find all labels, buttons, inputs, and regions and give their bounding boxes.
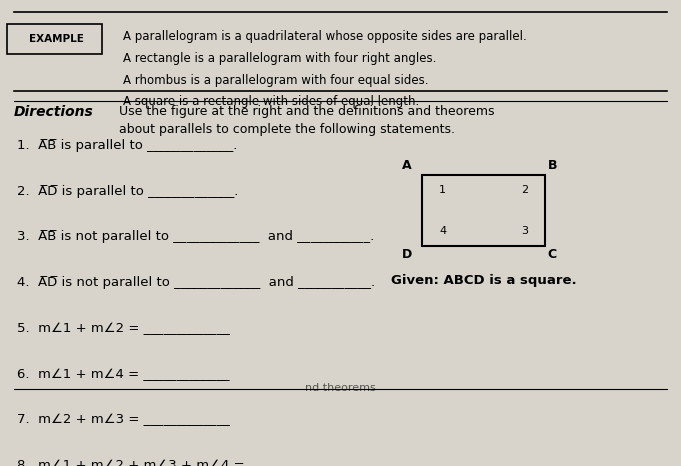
FancyBboxPatch shape bbox=[7, 24, 102, 54]
Text: A: A bbox=[402, 159, 412, 172]
Text: B: B bbox=[548, 159, 557, 172]
Text: 3.  A̅B̅ is not parallel to _____________  and ___________.: 3. A̅B̅ is not parallel to _____________… bbox=[17, 231, 375, 243]
Text: 4: 4 bbox=[439, 226, 446, 236]
Text: C: C bbox=[548, 248, 557, 261]
Text: D: D bbox=[402, 248, 412, 261]
Text: A rhombus is a parallelogram with four equal sides.: A rhombus is a parallelogram with four e… bbox=[123, 74, 428, 87]
Text: A parallelogram is a quadrilateral whose opposite sides are parallel.: A parallelogram is a quadrilateral whose… bbox=[123, 30, 526, 43]
Text: 5.  m∠1 + m∠2 = _____________: 5. m∠1 + m∠2 = _____________ bbox=[17, 322, 229, 335]
Text: 1: 1 bbox=[439, 185, 446, 195]
Text: 3: 3 bbox=[521, 226, 528, 236]
Text: 8.  m∠1 + m∠2 + m∠3 + m∠4 = _____________: 8. m∠1 + m∠2 + m∠3 + m∠4 = _____________ bbox=[17, 459, 335, 466]
Text: Use the figure at the right and the definitions and theorems
about parallels to : Use the figure at the right and the defi… bbox=[119, 105, 494, 137]
Text: 1.  A̅B̅ is parallel to _____________.: 1. A̅B̅ is parallel to _____________. bbox=[17, 139, 238, 152]
Text: 7.  m∠2 + m∠3 = _____________: 7. m∠2 + m∠3 = _____________ bbox=[17, 413, 229, 426]
Text: nd theorems: nd theorems bbox=[305, 384, 376, 393]
Text: EXAMPLE: EXAMPLE bbox=[29, 34, 84, 43]
Text: A square is a rectangle with sides of equal length.: A square is a rectangle with sides of eq… bbox=[123, 96, 419, 109]
Text: Directions: Directions bbox=[14, 105, 93, 119]
Text: 2: 2 bbox=[521, 185, 528, 195]
Text: 2.  A̅D̅ is parallel to _____________.: 2. A̅D̅ is parallel to _____________. bbox=[17, 185, 238, 198]
Text: 6.  m∠1 + m∠4 = _____________: 6. m∠1 + m∠4 = _____________ bbox=[17, 368, 229, 381]
Text: A rectangle is a parallelogram with four right angles.: A rectangle is a parallelogram with four… bbox=[123, 52, 436, 65]
Text: 4.  A̅D̅ is not parallel to _____________  and ___________.: 4. A̅D̅ is not parallel to _____________… bbox=[17, 276, 375, 289]
Text: Given: ABCD is a square.: Given: ABCD is a square. bbox=[391, 274, 576, 287]
